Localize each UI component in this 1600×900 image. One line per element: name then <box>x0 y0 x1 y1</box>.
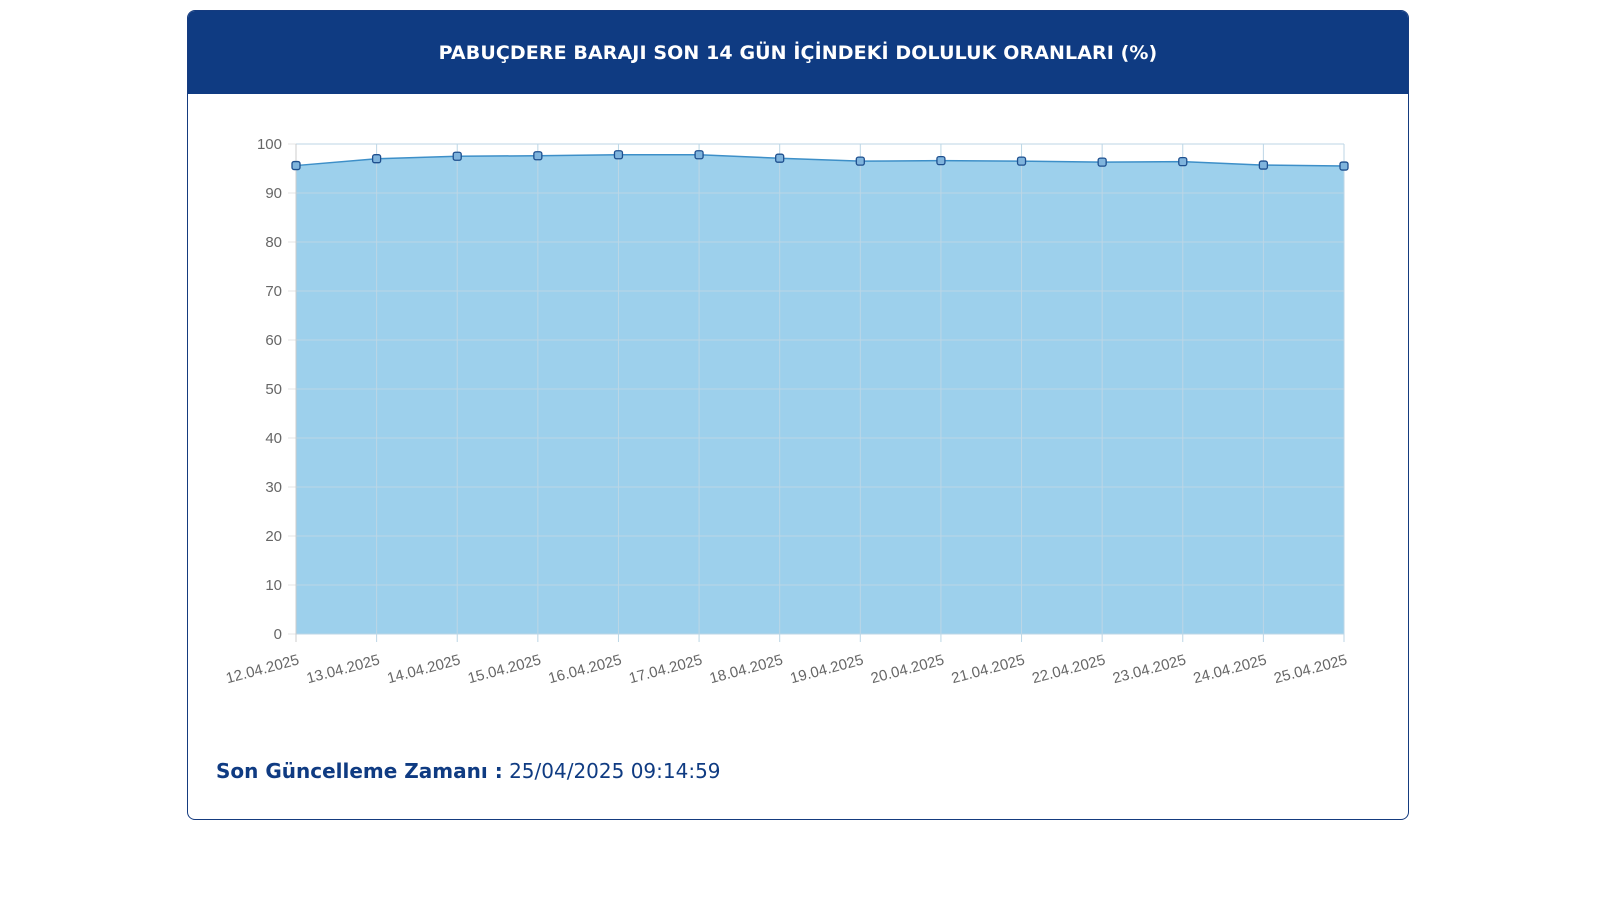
y-tick-label: 70 <box>265 283 282 300</box>
y-tick-label: 20 <box>265 528 282 545</box>
y-tick-label: 0 <box>274 626 282 643</box>
data-point <box>613 150 624 160</box>
y-tick-label: 30 <box>265 479 282 496</box>
last-update-label: Son Güncelleme Zamanı : <box>216 759 503 783</box>
y-tick-label: 40 <box>265 430 282 447</box>
data-point <box>694 150 704 160</box>
fill-level-chart: 0 10 20 30 40 50 60 70 80 90 100 12.04.2025 13.04.2… <box>224 136 1349 687</box>
x-tick-label: 20.04.2025 <box>869 651 946 687</box>
x-tick-label: 24.04.2025 <box>1192 651 1269 687</box>
x-tick-label: 21.04.2025 <box>950 651 1027 687</box>
x-tick-label: 18.04.2025 <box>708 651 785 687</box>
data-point <box>533 151 543 161</box>
y-tick-label: 50 <box>265 381 282 398</box>
data-point <box>452 151 462 161</box>
data-point <box>775 153 785 163</box>
x-tick-label: 23.04.2025 <box>1111 651 1188 687</box>
data-point <box>1097 157 1107 167</box>
data-point <box>291 160 301 171</box>
chart-card: PABUÇDERE BARAJI SON 14 GÜN İÇİNDEKİ DOL… <box>187 10 1409 820</box>
chart-title: PABUÇDERE BARAJI SON 14 GÜN İÇİNDEKİ DOL… <box>438 41 1158 64</box>
data-point <box>855 156 865 166</box>
card-header: PABUÇDERE BARAJI SON 14 GÜN İÇİNDEKİ DOL… <box>188 11 1408 94</box>
x-tick-label: 25.04.2025 <box>1272 651 1349 687</box>
data-point <box>371 154 382 164</box>
y-tick-label: 80 <box>265 234 282 251</box>
y-tick-label: 90 <box>265 185 282 202</box>
x-tick-label: 15.04.2025 <box>466 651 543 687</box>
x-tick-label: 14.04.2025 <box>385 651 462 687</box>
data-point <box>1178 156 1188 167</box>
data-point <box>936 156 946 166</box>
y-tick-label: 60 <box>265 332 282 349</box>
chart-area: 0 10 20 30 40 50 60 70 80 90 100 12.04.2025 13.04.2… <box>188 94 1407 734</box>
y-tick-label: 100 <box>257 136 282 153</box>
area-fill <box>296 154 1344 634</box>
data-point <box>1016 156 1027 166</box>
x-tick-label: 16.04.2025 <box>547 651 624 687</box>
x-tick-label: 17.04.2025 <box>627 651 704 687</box>
y-tick-label: 10 <box>265 577 282 594</box>
data-point <box>1339 161 1349 171</box>
last-update-value: 25/04/2025 09:14:59 <box>509 759 721 783</box>
data-point <box>1258 160 1269 170</box>
x-tick-label: 13.04.2025 <box>305 651 382 687</box>
x-tick-label: 19.04.2025 <box>788 651 865 687</box>
last-update: Son Güncelleme Zamanı : 25/04/2025 09:14… <box>216 759 721 783</box>
series-line <box>295 154 1345 167</box>
x-tick-label: 12.04.2025 <box>224 651 301 687</box>
x-tick-label: 22.04.2025 <box>1030 651 1107 687</box>
